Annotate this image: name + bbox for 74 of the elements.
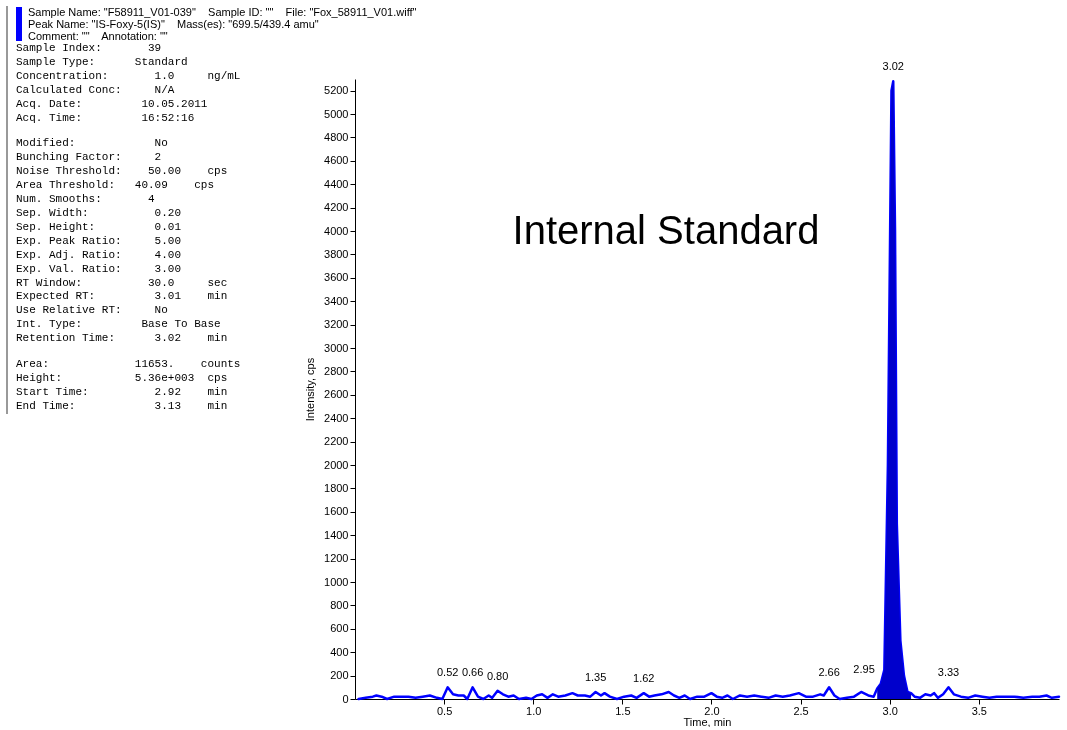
annotation: 2.66 bbox=[818, 666, 840, 679]
x-tick-label: 1.5 bbox=[615, 704, 631, 717]
text: Sample Index: 39 bbox=[16, 42, 163, 56]
text: Sep. Height: 0.01 bbox=[16, 220, 183, 235]
y-tick-label: 1000 bbox=[324, 575, 349, 588]
text: Exp. Val. Ratio: 3.00 bbox=[16, 262, 183, 277]
text: RT Window: 30.0 sec bbox=[16, 276, 229, 291]
x-tick-label: 0.5 bbox=[436, 704, 453, 717]
annotation: 3.33 bbox=[937, 666, 960, 679]
text: Num. Smooths: 4 bbox=[16, 193, 156, 207]
y-tick-label: 3400 bbox=[324, 294, 349, 307]
x-tick-label: 2.5 bbox=[793, 704, 809, 717]
y-tick-label: 800 bbox=[330, 598, 349, 611]
y-tick-label: 3800 bbox=[324, 247, 349, 260]
text: Sample Name: "F58911_V01-039" Sample ID: "" File: "Fox_58911_V01.wiff" bbox=[28, 6, 417, 18]
y-tick-label: 4600 bbox=[324, 154, 349, 167]
y-tick-label: 4200 bbox=[324, 201, 349, 214]
text: Modified: No bbox=[16, 137, 169, 152]
text: Noise Threshold: 50.00 cps bbox=[16, 165, 229, 180]
y-tick-label: 2600 bbox=[324, 388, 349, 401]
text: Area: 11653. counts bbox=[16, 358, 242, 372]
text: Int. Type: Base To Base bbox=[16, 318, 222, 333]
text: Sep. Width: 0.20 bbox=[16, 206, 183, 221]
y-tick-label: 200 bbox=[330, 669, 349, 682]
y-tick-label: 4000 bbox=[324, 224, 349, 237]
y-tick-label: 3200 bbox=[324, 318, 349, 331]
annotation: 0.66 bbox=[461, 666, 484, 679]
y-tick-label: 5000 bbox=[324, 107, 349, 120]
x-tick-label: 2.0 bbox=[704, 704, 720, 717]
text: Peak Name: "IS-Foxy-5(IS)" Mass(es): "699.5/439.4 amu" bbox=[28, 18, 319, 30]
text: Calculated Conc: N/A bbox=[16, 83, 176, 98]
text: Acq. Date: 10.05.2011 bbox=[16, 97, 209, 112]
text: Bunching Factor: 2 bbox=[16, 151, 163, 166]
y-tick-label: 3000 bbox=[324, 341, 349, 354]
text: Area Threshold: 40.09 cps bbox=[16, 179, 216, 194]
y-tick-label: 400 bbox=[330, 645, 349, 658]
y-tick-label: 1200 bbox=[324, 552, 349, 565]
y-tick-label: 2800 bbox=[324, 364, 349, 377]
y-tick-label: 2000 bbox=[324, 458, 349, 471]
text: End Time: 3.13 min bbox=[16, 399, 229, 414]
x-axis-title: Time, min bbox=[683, 715, 732, 728]
y-tick-label: 1600 bbox=[324, 505, 349, 518]
y-tick-label: 0 bbox=[342, 692, 349, 705]
y-tick-label: 2400 bbox=[324, 411, 349, 424]
text: Expected RT: 3.01 min bbox=[16, 290, 229, 305]
text: Acq. Time: 16:52:16 bbox=[16, 111, 196, 126]
text: Exp. Adj. Ratio: 4.00 bbox=[16, 248, 183, 263]
x-tick-label: 1.0 bbox=[526, 704, 542, 717]
text: Start Time: 2.92 min bbox=[16, 385, 229, 400]
y-tick-label: 1800 bbox=[324, 481, 349, 494]
annotation: 1.62 bbox=[633, 672, 655, 685]
text: Comment: "" Annotation: "" bbox=[28, 30, 169, 42]
y-tick-label: 4800 bbox=[324, 130, 349, 143]
y-tick-label: 1400 bbox=[324, 528, 349, 541]
text: Concentration: 1.0 ng/mL bbox=[16, 69, 242, 84]
text: Internal Standard bbox=[512, 208, 820, 252]
y-tick-label: 5200 bbox=[324, 84, 349, 97]
text: Height: 5.36e+003 cps bbox=[16, 371, 229, 386]
y-tick-label: 600 bbox=[330, 622, 349, 635]
y-tick-label: 2200 bbox=[324, 435, 349, 448]
text: Retention Time: 3.02 min bbox=[16, 332, 229, 347]
x-tick-label: 3.0 bbox=[882, 704, 898, 717]
x-tick-label: 3.5 bbox=[971, 704, 987, 717]
annotation: 3.02 bbox=[882, 60, 904, 73]
text: Exp. Peak Ratio: 5.00 bbox=[16, 234, 183, 249]
annotation: 1.35 bbox=[584, 670, 607, 683]
annotation: 0.80 bbox=[486, 669, 509, 682]
annotation: 0.52 bbox=[436, 666, 459, 679]
annotation: 2.95 bbox=[853, 662, 875, 675]
y-axis-title: Intensity, cps bbox=[304, 357, 317, 422]
y-tick-label: 3600 bbox=[324, 271, 349, 284]
y-tick-label: 4400 bbox=[324, 177, 349, 190]
text: Sample Type: Standard bbox=[16, 55, 189, 70]
text: Use Relative RT: No bbox=[16, 304, 169, 319]
